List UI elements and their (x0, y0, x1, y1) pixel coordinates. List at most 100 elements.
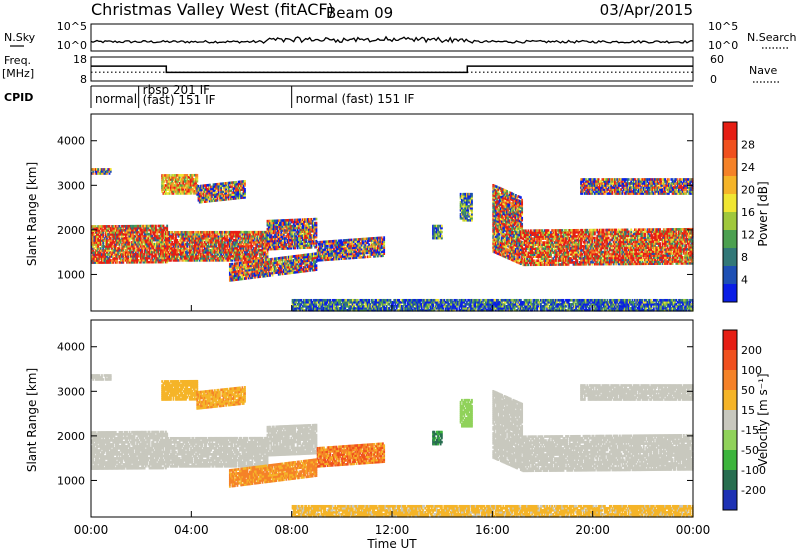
echo-cell (188, 257, 191, 260)
echo-cell (186, 234, 189, 238)
echo-cell (171, 241, 174, 244)
echo-cell (228, 244, 231, 248)
echo-cell (247, 230, 250, 234)
echo-cell (116, 247, 118, 250)
echo-cell (97, 225, 100, 228)
echo-cell (226, 238, 229, 242)
echo-cell (126, 253, 128, 256)
echo-cell (176, 251, 179, 254)
echo-cell (93, 233, 96, 236)
echo-cell (139, 238, 142, 242)
echo-cell (128, 226, 131, 230)
echo-cell (176, 249, 179, 252)
echo-cell (152, 248, 155, 252)
echo-cell (153, 258, 156, 262)
echo-cell (129, 259, 132, 262)
echo-cell (133, 246, 136, 250)
echo-cell (123, 259, 126, 262)
echo-cell (197, 230, 200, 234)
echo-cell (97, 253, 100, 256)
echo-cell (165, 248, 167, 252)
echo-cell (144, 232, 147, 236)
echo-cell (126, 245, 128, 248)
echo-cell (195, 249, 197, 252)
echo-cell (124, 239, 127, 242)
echo-cell (158, 248, 161, 252)
echo-cell (249, 230, 251, 234)
echo-cell (154, 254, 157, 258)
echo-cell (106, 253, 108, 256)
echo-cell (102, 229, 105, 232)
echo-cell (197, 249, 200, 252)
echo-cell (198, 232, 201, 236)
echo-cell (123, 245, 126, 248)
echo-cell (265, 232, 268, 236)
echo-cell (162, 226, 165, 230)
echo-cell (236, 234, 239, 238)
echo-cell (256, 256, 259, 260)
echo-cell (216, 230, 219, 234)
echo-cell (122, 235, 125, 238)
echo-cell (99, 261, 102, 264)
echo-cell (132, 252, 135, 256)
echo-cell (252, 256, 255, 260)
echo-cell (144, 242, 147, 246)
echo-cell (241, 246, 244, 250)
echo-cell (202, 238, 205, 242)
echo-cell (212, 246, 215, 250)
echo-cell (111, 249, 113, 252)
echo-cell (163, 232, 166, 236)
echo-cell (185, 230, 187, 234)
echo-cell (203, 245, 206, 248)
echo-cell (220, 240, 223, 244)
echo-cell (212, 230, 215, 234)
echo-cell (108, 261, 111, 264)
echo-cell (198, 238, 201, 242)
echo-cell (122, 247, 125, 250)
echo-cell (238, 238, 241, 242)
echo-cell (156, 242, 159, 246)
echo-cell (104, 255, 107, 258)
echo-cell (131, 246, 133, 250)
echo-cell (221, 248, 224, 252)
echo-cell (216, 246, 219, 250)
echo-cell (172, 245, 175, 248)
echo-cell (147, 232, 150, 236)
echo-cell (200, 245, 202, 248)
echo-cell (212, 234, 215, 238)
echo-cell (142, 228, 145, 232)
echo-cell (261, 240, 264, 244)
echo-cell (91, 229, 93, 232)
echo-cell (152, 254, 155, 258)
echo-cell (97, 247, 100, 250)
echo-cell (148, 254, 151, 258)
echo-cell (237, 252, 240, 256)
echo-cell (98, 229, 101, 232)
echo-cell (149, 224, 152, 228)
echo-cell (143, 256, 146, 260)
echo-cell (92, 245, 95, 248)
echo-cell (198, 247, 201, 250)
echo-cell (213, 236, 216, 240)
echo-cell (118, 243, 121, 246)
echo-cell (232, 234, 235, 238)
echo-cell (186, 251, 189, 254)
echo-cell (96, 253, 98, 256)
count-tick-top-left: 10^5 (57, 20, 87, 33)
echo-cell (250, 234, 253, 238)
echo-cell (264, 230, 266, 234)
echo-cell (186, 232, 189, 236)
echo-cell (172, 249, 175, 252)
echo-cell (215, 244, 218, 248)
echo-cell (242, 246, 245, 250)
echo-cell (94, 235, 97, 238)
echo-cell (203, 240, 206, 244)
echo-cell (216, 255, 219, 258)
echo-cell (118, 229, 121, 232)
echo-cell (207, 259, 210, 262)
echo-cell (152, 226, 155, 230)
echo-cell (166, 259, 169, 262)
echo-cell (162, 254, 165, 258)
echo-cell (175, 249, 177, 252)
echo-cell (264, 236, 266, 240)
